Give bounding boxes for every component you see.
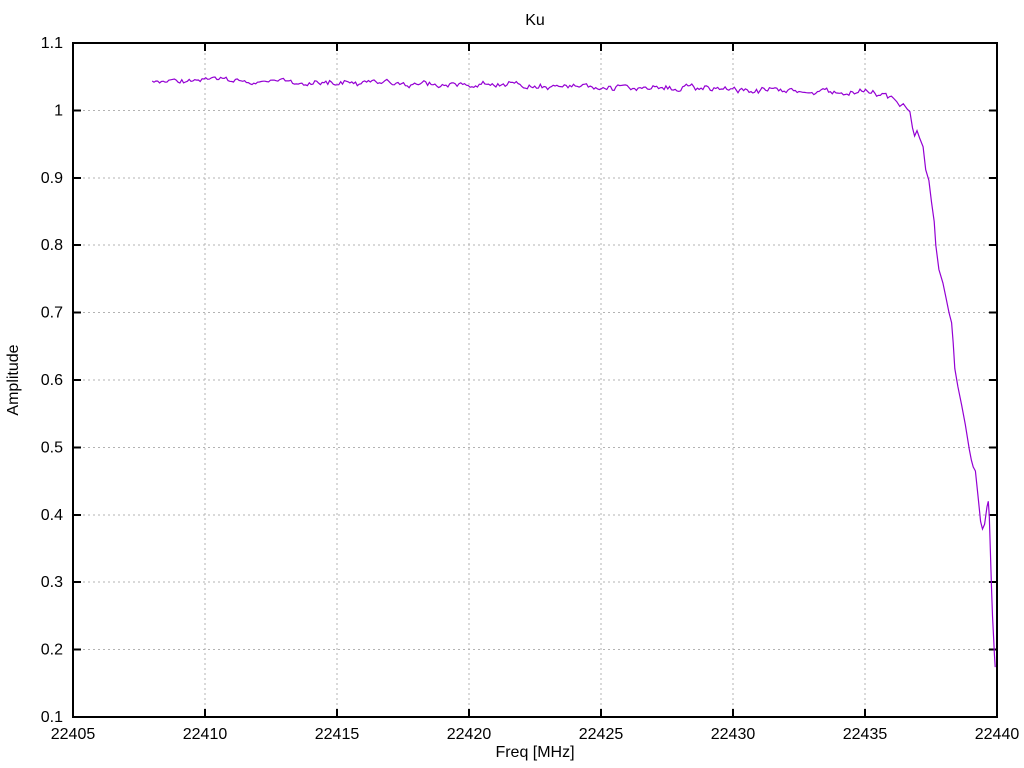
x-tick-label: 22410: [183, 726, 228, 743]
x-tick-label: 22430: [711, 726, 756, 743]
x-tick-label: 22440: [975, 726, 1020, 743]
series-line: [151, 76, 996, 668]
x-tick-label: 22415: [315, 726, 360, 743]
y-tick-label: 0.2: [41, 642, 63, 659]
y-tick-label: 0.7: [41, 305, 63, 322]
x-tick-label: 22420: [447, 726, 492, 743]
y-tick-label: 0.5: [41, 439, 63, 456]
y-tick-label: 0.6: [41, 372, 63, 389]
y-tick-label: 0.3: [41, 574, 63, 591]
y-tick-label: 0.9: [41, 170, 63, 187]
y-tick-label: 1.1: [41, 35, 63, 52]
y-tick-label: 1: [54, 102, 63, 119]
y-tick-label: 0.1: [41, 709, 63, 726]
y-tick-label: 0.4: [41, 507, 63, 524]
y-tick-label: 0.8: [41, 237, 63, 254]
x-tick-label: 22405: [51, 726, 96, 743]
x-tick-label: 22435: [843, 726, 888, 743]
x-axis-title: Freq [MHz]: [495, 744, 575, 761]
x-tick-label: 22425: [579, 726, 624, 743]
chart-title: Ku: [525, 12, 545, 29]
